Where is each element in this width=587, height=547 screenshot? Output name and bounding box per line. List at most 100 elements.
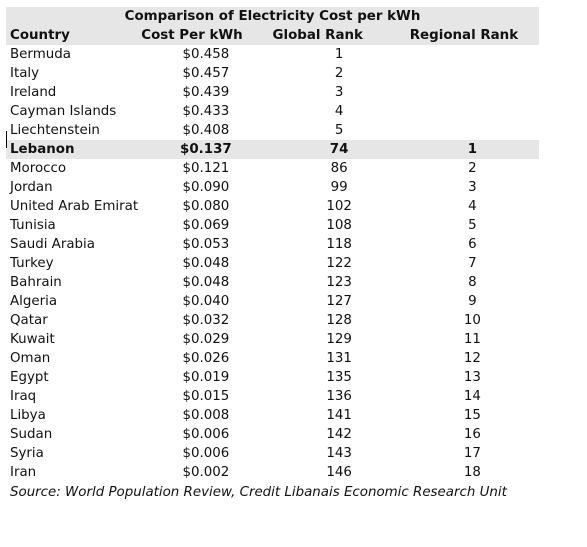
table-header-row: Country Cost Per kWh Global Rank Regiona… — [6, 26, 539, 45]
cell-global-rank: 128 — [326, 313, 352, 328]
cell-country: Morocco — [10, 161, 67, 176]
cell-regional-rank: 4 — [468, 199, 477, 214]
cell-global-rank: 141 — [326, 408, 352, 423]
cell-regional-rank: 10 — [463, 313, 481, 328]
cell-country: Qatar — [10, 313, 48, 328]
cell-cost: $0.408 — [182, 123, 230, 138]
cell-cost: $0.002 — [182, 465, 230, 480]
table-row: Qatar $0.032 128 10 — [6, 311, 539, 330]
cell-cost: $0.458 — [182, 47, 230, 62]
cell-regional-rank: 2 — [468, 161, 477, 176]
cell-country: Oman — [10, 351, 51, 366]
cell-cost: $0.015 — [182, 389, 230, 404]
electricity-cost-table-container: Comparison of Electricity Cost per kWh C… — [6, 7, 539, 482]
cell-global-rank: 108 — [326, 218, 352, 233]
cell-country: Italy — [10, 66, 40, 81]
table-row: Liechtenstein $0.408 5 — [6, 121, 539, 140]
cell-global-rank: 74 — [272, 140, 406, 159]
cell-cost: $0.121 — [182, 161, 230, 176]
cell-global-rank: 102 — [326, 199, 352, 214]
table-row: Bahrain $0.048 123 8 — [6, 273, 539, 292]
cell-cost: $0.008 — [182, 408, 230, 423]
cell-country: Bahrain — [10, 275, 62, 290]
cell-global-rank: 142 — [326, 427, 352, 442]
cell-country: Lebanon — [6, 140, 140, 159]
table-row: Libya $0.008 141 15 — [6, 406, 539, 425]
cell-cost: $0.048 — [182, 256, 230, 271]
cell-global-rank: 127 — [326, 294, 352, 309]
header-regional-rank: Regional Rank — [405, 26, 539, 45]
cell-country: Cayman Islands — [10, 104, 117, 119]
cell-global-rank: 86 — [330, 161, 348, 176]
table-row: United Arab Emirates $0.080 102 4 — [6, 197, 539, 216]
cell-global-rank: 146 — [326, 465, 352, 480]
cell-regional-rank — [406, 64, 539, 83]
cell-regional-rank — [406, 102, 539, 121]
cell-cost: $0.053 — [182, 237, 230, 252]
table-row: Tunisia $0.069 108 5 — [6, 216, 539, 235]
cell-cost: $0.006 — [182, 446, 230, 461]
cell-regional-rank — [406, 121, 539, 140]
cell-cost: $0.040 — [182, 294, 230, 309]
cell-country: Turkey — [10, 256, 54, 271]
header-global-rank: Global Rank — [272, 26, 406, 45]
cell-global-rank: 136 — [326, 389, 352, 404]
table-row: Ireland $0.439 3 — [6, 83, 539, 102]
source-note: Source: World Population Review, Credit … — [10, 485, 507, 500]
table-row: Egypt $0.019 135 13 — [6, 368, 539, 387]
cell-global-rank: 131 — [326, 351, 352, 366]
cell-country: Iraq — [10, 389, 37, 404]
cell-cost: $0.029 — [182, 332, 230, 347]
text-cursor — [6, 131, 7, 148]
cell-regional-rank: 17 — [463, 446, 481, 461]
table-row: Syria $0.006 143 17 — [6, 444, 539, 463]
table-row: Cayman Islands $0.433 4 — [6, 102, 539, 121]
table-row: Morocco $0.121 86 2 — [6, 159, 539, 178]
cell-country: Kuwait — [10, 332, 55, 347]
cell-country: Jordan — [10, 180, 53, 195]
table-row: Turkey $0.048 122 7 — [6, 254, 539, 273]
cell-country: Bermuda — [10, 47, 71, 62]
cell-country: Algeria — [10, 294, 58, 309]
cell-global-rank: 1 — [334, 47, 344, 62]
table-row: Oman $0.026 131 12 — [6, 349, 539, 368]
cell-cost: $0.048 — [182, 275, 230, 290]
cell-global-rank: 2 — [334, 66, 344, 81]
cell-global-rank: 4 — [334, 104, 344, 119]
header-cost-per-kwh: Cost Per kWh — [139, 26, 273, 45]
cell-regional-rank — [406, 45, 539, 64]
cell-cost: $0.032 — [182, 313, 230, 328]
cell-regional-rank: 18 — [463, 465, 481, 480]
table-row: Jordan $0.090 99 3 — [6, 178, 539, 197]
cell-regional-rank: 6 — [468, 237, 477, 252]
table-row: Iraq $0.015 136 14 — [6, 387, 539, 406]
table-row: Sudan $0.006 142 16 — [6, 425, 539, 444]
table-row: Italy $0.457 2 — [6, 64, 539, 83]
cell-country: Iran — [10, 465, 37, 480]
cell-cost: $0.026 — [182, 351, 230, 366]
cell-regional-rank: 5 — [468, 218, 477, 233]
cell-regional-rank: 12 — [463, 351, 481, 366]
cell-cost: $0.006 — [182, 427, 230, 442]
cell-cost: $0.069 — [182, 218, 230, 233]
cell-country: Saudi Arabia — [10, 237, 95, 252]
cell-country: United Arab Emirates — [10, 199, 140, 214]
table-row: Kuwait $0.029 129 11 — [6, 330, 539, 349]
cell-cost: $0.439 — [182, 85, 230, 100]
cell-global-rank: 129 — [326, 332, 352, 347]
cell-global-rank: 5 — [334, 123, 344, 138]
cell-cost: $0.137 — [139, 140, 273, 159]
cell-country: Liechtenstein — [10, 123, 100, 138]
cell-global-rank: 3 — [334, 85, 344, 100]
cell-country: Ireland — [10, 85, 57, 100]
cell-regional-rank: 16 — [463, 427, 481, 442]
cell-cost: $0.433 — [182, 104, 230, 119]
electricity-cost-table: Comparison of Electricity Cost per kWh C… — [6, 7, 539, 482]
cell-regional-rank: 9 — [468, 294, 477, 309]
cell-regional-rank: 7 — [468, 256, 477, 271]
cell-global-rank: 99 — [330, 180, 348, 195]
cell-country: Syria — [10, 446, 44, 461]
cell-global-rank: 123 — [326, 275, 352, 290]
cell-cost: $0.019 — [182, 370, 230, 385]
cell-regional-rank: 13 — [463, 370, 481, 385]
